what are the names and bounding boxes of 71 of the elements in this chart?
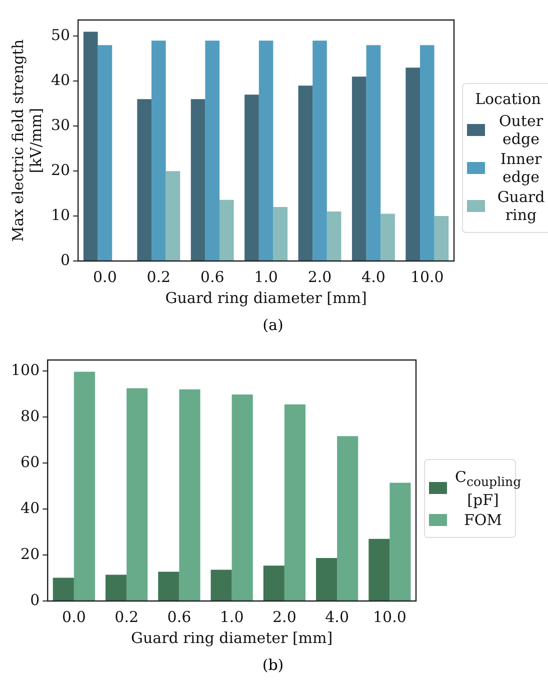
bar [312, 40, 327, 260]
bar [298, 86, 313, 260]
y-axis-title: Max electric field strength [kV/mm] [8, 38, 45, 242]
bar [420, 45, 434, 260]
bar [98, 45, 112, 260]
legend-label: Guard ring [496, 188, 546, 224]
bar [179, 389, 200, 600]
bar [263, 566, 284, 600]
x-axis-title: Guard ring diameter [mm] [131, 628, 333, 647]
y-tick-label: 40 [50, 71, 70, 90]
x-tick-label: 0.6 [200, 268, 224, 286]
bar [337, 436, 358, 600]
y-tick-label: 20 [50, 160, 70, 179]
x-tick-label: 0.0 [93, 268, 117, 286]
bar [366, 45, 381, 260]
x-tick-label: 2.0 [272, 608, 296, 626]
legend-title: Location [474, 90, 542, 108]
bar [205, 40, 220, 260]
y-tick-label: 10 [50, 206, 70, 224]
y-tick-label: 0 [60, 250, 70, 269]
bar [273, 207, 288, 260]
x-tick-label: 4.0 [325, 608, 349, 626]
bar [316, 558, 338, 600]
y-tick-label: 30 [50, 116, 70, 134]
bar [380, 214, 395, 260]
x-tick-label: 10.0 [410, 268, 444, 286]
bar [258, 40, 274, 260]
legend-label: C$_{coupling}$ [pF] [455, 468, 522, 508]
bar [352, 76, 366, 260]
bar [106, 574, 127, 600]
x-tick-label: 2.0 [308, 268, 332, 286]
x-tick-label: 1.0 [254, 268, 278, 286]
bar [158, 572, 180, 600]
legend-label: Inner edge [499, 150, 543, 186]
bar [126, 388, 148, 600]
x-tick-label: 0.6 [167, 608, 192, 626]
text: (b) [261, 656, 285, 674]
bar [210, 570, 232, 600]
bar [166, 171, 180, 260]
y-tick-label: 100 [10, 360, 40, 379]
y-tick-label: 50 [50, 26, 70, 44]
bar [220, 200, 234, 260]
bar [52, 578, 74, 600]
bar [137, 99, 152, 260]
y-tick-label: 60 [20, 452, 40, 471]
y-tick-label: 80 [20, 406, 40, 425]
bar [232, 394, 253, 600]
bar [244, 94, 259, 260]
bar [326, 212, 342, 260]
x-tick-label: 10.0 [372, 608, 406, 626]
y-tick-label: 40 [20, 498, 40, 517]
bar [284, 404, 306, 600]
bar [83, 32, 98, 260]
x-tick-label: 1.0 [220, 608, 244, 626]
bar [406, 68, 420, 260]
x-tick-label: 0.2 [114, 608, 138, 626]
legend-label: FOM [462, 510, 504, 528]
x-tick-label: 0.0 [62, 608, 86, 626]
bar [151, 40, 166, 260]
x-tick-label: 4.0 [362, 268, 386, 286]
y-tick-label: 20 [20, 544, 40, 563]
legend-label: Outer edge [498, 112, 544, 148]
bar [368, 538, 390, 600]
bar [434, 216, 449, 260]
bar [190, 99, 206, 260]
bar [74, 372, 95, 600]
bar [390, 482, 411, 600]
x-axis-title: Guard ring diameter [mm] [165, 288, 367, 307]
y-tick-label: 0 [30, 590, 40, 609]
x-tick-label: 0.2 [146, 268, 171, 286]
text: (a) [262, 316, 284, 334]
